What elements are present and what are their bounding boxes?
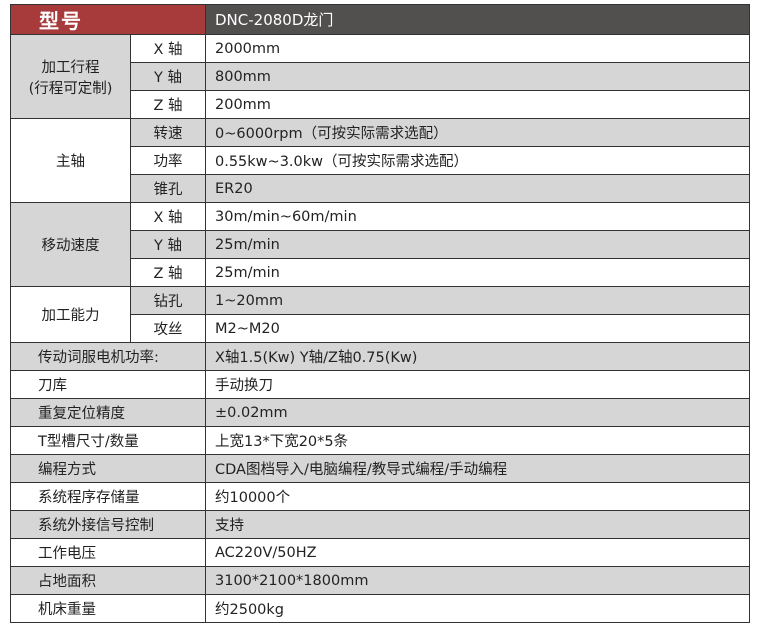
table-row: 功率 0.55kw~3.0kw（可按实际需求选配） [11, 146, 750, 175]
sub-label: 钻孔 [130, 286, 206, 315]
spec-value: 手动换刀 [205, 370, 750, 399]
spec-label: 占地面积 [10, 566, 206, 595]
spec-value: ER20 [205, 174, 750, 203]
spec-value: 3100*2100*1800mm [205, 566, 750, 595]
sub-label: Z 轴 [130, 258, 206, 287]
sub-label: 转速 [130, 118, 206, 147]
table-row: 攻丝 M2~M20 [11, 314, 750, 343]
spec-label: 刀库 [10, 370, 206, 399]
table-row: 加工行程 (行程可定制) X 轴 2000mm [10, 34, 750, 119]
table-row: 工作电压 AC220V/50HZ [10, 538, 750, 567]
sub-label: X 轴 [130, 202, 206, 231]
spec-value: 约2500kg [205, 594, 750, 623]
table-row: 主轴 转速 0~6000rpm（可按实际需求选配） [10, 118, 750, 203]
spec-label: 重复定位精度 [10, 398, 206, 427]
spec-table: 型号 DNC-2080D龙门 加工行程 (行程可定制) X 轴 2000mm Y 轴 80… [10, 4, 750, 623]
group-label: 加工行程 (行程可定制) [10, 34, 131, 119]
header-label: 型号 [10, 4, 206, 35]
spec-value: CDA图档导入/电脑编程/教导式编程/手动编程 [205, 454, 750, 483]
group-label-line: (行程可定制) [28, 80, 113, 97]
sub-label: Y 轴 [130, 230, 206, 259]
spec-value: 25m/min [205, 230, 750, 259]
spec-label: 传动词服电机功率: [10, 342, 206, 371]
table-row: 机床重量 约2500kg [10, 594, 750, 623]
spec-label: 系统程序存储量 [10, 482, 206, 511]
spec-value: 上宽13*下宽20*5条 [205, 426, 750, 455]
table-row: 移动速度 X 轴 30m/min~60m/min [10, 202, 750, 287]
table-row: Y 轴 25m/min [11, 230, 750, 259]
group-label: 加工能力 [10, 286, 131, 343]
header-row: 型号 DNC-2080D龙门 [10, 4, 750, 35]
table-row: 重复定位精度 ±0.02mm [10, 398, 750, 427]
sub-label: 锥孔 [130, 174, 206, 203]
spec-value: ±0.02mm [205, 398, 750, 427]
spec-value: X轴1.5(Kw) Y轴/Z轴0.75(Kw) [205, 342, 750, 371]
spec-value: 30m/min~60m/min [205, 202, 750, 231]
table-row: 刀库 手动换刀 [10, 370, 750, 399]
spec-value: 1~20mm [205, 286, 750, 315]
spec-value: 支持 [205, 510, 750, 539]
spec-value: 约10000个 [205, 482, 750, 511]
spec-label: 机床重量 [10, 594, 206, 623]
table-row: T型槽尺寸/数量 上宽13*下宽20*5条 [10, 426, 750, 455]
spec-label: 工作电压 [10, 538, 206, 567]
table-row: 传动词服电机功率: X轴1.5(Kw) Y轴/Z轴0.75(Kw) [10, 342, 750, 371]
spec-label: 编程方式 [10, 454, 206, 483]
table-row: 加工能力 钻孔 1~20mm [10, 286, 750, 343]
spec-value: 800mm [205, 62, 750, 91]
spec-value: 2000mm [205, 34, 750, 63]
spec-value: AC220V/50HZ [205, 538, 750, 567]
table-row: Z 轴 200mm [11, 90, 750, 119]
sub-label: Z 轴 [130, 90, 206, 119]
spec-label: 系统外接信号控制 [10, 510, 206, 539]
sub-label: X 轴 [130, 34, 206, 63]
group-label: 移动速度 [10, 202, 131, 287]
spec-value: 0.55kw~3.0kw（可按实际需求选配） [205, 146, 750, 175]
group-label-line: 加工行程 [41, 59, 100, 76]
sub-label: 攻丝 [130, 314, 206, 343]
spec-value: 0~6000rpm（可按实际需求选配） [205, 118, 750, 147]
header-model: DNC-2080D龙门 [205, 4, 750, 35]
spec-label: T型槽尺寸/数量 [10, 426, 206, 455]
table-row: 锥孔 ER20 [11, 174, 750, 203]
table-row: 占地面积 3100*2100*1800mm [10, 566, 750, 595]
spec-value: 25m/min [205, 258, 750, 287]
spec-value: M2~M20 [205, 314, 750, 343]
table-row: 系统程序存储量 约10000个 [10, 482, 750, 511]
sub-label: Y 轴 [130, 62, 206, 91]
group-label: 主轴 [10, 118, 131, 203]
table-row: 编程方式 CDA图档导入/电脑编程/教导式编程/手动编程 [10, 454, 750, 483]
table-row: 系统外接信号控制 支持 [10, 510, 750, 539]
spec-value: 200mm [205, 90, 750, 119]
table-row: Z 轴 25m/min [11, 258, 750, 287]
sub-label: 功率 [130, 146, 206, 175]
